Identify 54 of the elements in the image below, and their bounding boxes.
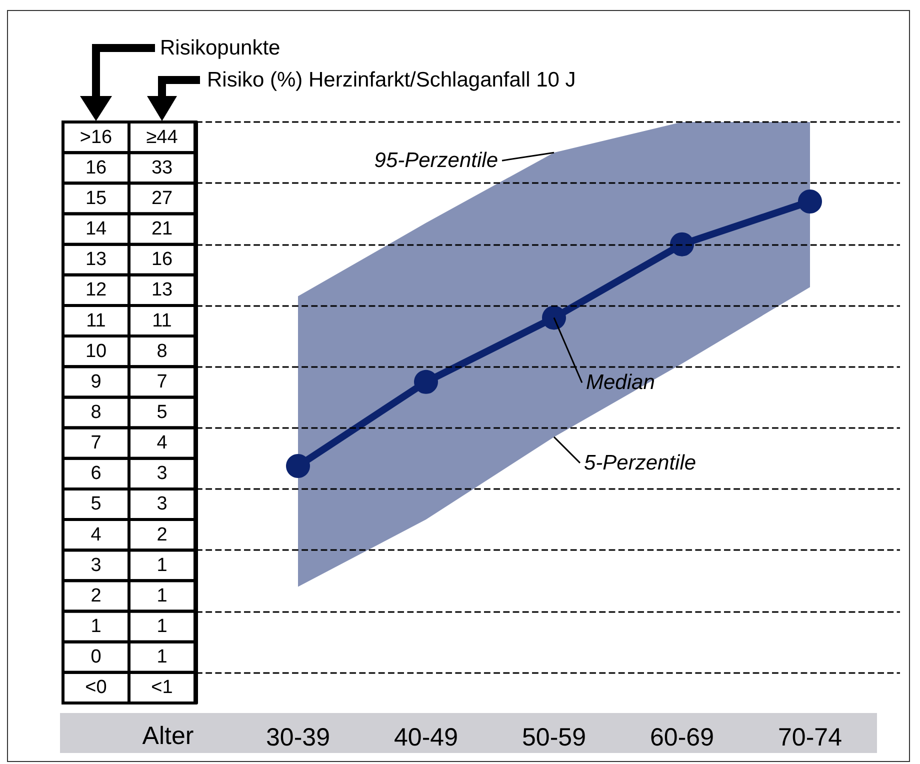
text: 27 xyxy=(151,188,173,209)
text: 21 xyxy=(151,218,173,240)
text: 8 xyxy=(156,340,168,362)
text: 5 xyxy=(156,402,168,423)
x-tick-label: 40-49 xyxy=(394,724,458,752)
y-tick-label: 14 xyxy=(85,218,107,240)
y-tick-label: 12 xyxy=(85,280,107,301)
y-tick-label: 0 xyxy=(90,646,102,668)
x-axis-title: Alter xyxy=(142,722,194,750)
text: 1 xyxy=(156,616,168,638)
text: 7 xyxy=(156,371,168,392)
x-tick-label: 60-69 xyxy=(650,724,714,752)
y-axis-title: Risikopunkte xyxy=(160,36,280,60)
annotation: Median xyxy=(586,371,655,394)
text: 4 xyxy=(156,432,168,454)
text: <1 xyxy=(151,677,173,698)
annotation: 5-Perzentile xyxy=(584,451,696,474)
y-tick-label: 13 xyxy=(85,249,107,270)
y-tick-label: 3 xyxy=(90,554,102,576)
x-tick-label: 70-74 xyxy=(778,724,842,752)
y-tick-label: <0 xyxy=(85,677,107,698)
y-tick-label: 16 xyxy=(85,157,107,178)
y-tick-label: 6 xyxy=(90,463,102,484)
y-tick-label: 8 xyxy=(90,402,102,423)
annotation: 95-Perzentile xyxy=(374,149,498,172)
text: 1 xyxy=(156,646,168,668)
y-tick-label: 2 xyxy=(90,585,102,606)
y-tick-label: 11 xyxy=(86,310,106,332)
y-tick-label: 7 xyxy=(90,432,102,454)
y-tick-label: 4 xyxy=(90,524,102,546)
y-tick-label: 15 xyxy=(85,188,107,209)
x-tick-label: 50-59 xyxy=(522,724,586,752)
point xyxy=(414,370,438,394)
point xyxy=(798,190,822,214)
text: Risiko (%) Herzinfarkt/Schlaganfall 10 J xyxy=(207,68,576,92)
y-tick-label: 9 xyxy=(90,371,102,392)
text: 16 xyxy=(151,249,173,270)
text: 1 xyxy=(156,585,168,606)
text: 11 xyxy=(152,310,172,332)
text: 3 xyxy=(156,494,168,515)
text: 1 xyxy=(156,554,168,576)
y-tick-label: 1 xyxy=(90,616,102,638)
y-tick-label: 10 xyxy=(85,340,107,362)
y-tick-label: 5 xyxy=(90,494,102,515)
point xyxy=(670,232,694,256)
x-tick-label: 30-39 xyxy=(266,724,330,752)
point xyxy=(286,454,310,478)
text: 3 xyxy=(156,463,168,484)
text: 33 xyxy=(151,157,173,178)
text: ≥44 xyxy=(146,126,178,148)
text: 13 xyxy=(151,280,173,301)
y-tick-label: >16 xyxy=(80,126,112,148)
text: 2 xyxy=(156,524,168,546)
point xyxy=(542,306,566,330)
